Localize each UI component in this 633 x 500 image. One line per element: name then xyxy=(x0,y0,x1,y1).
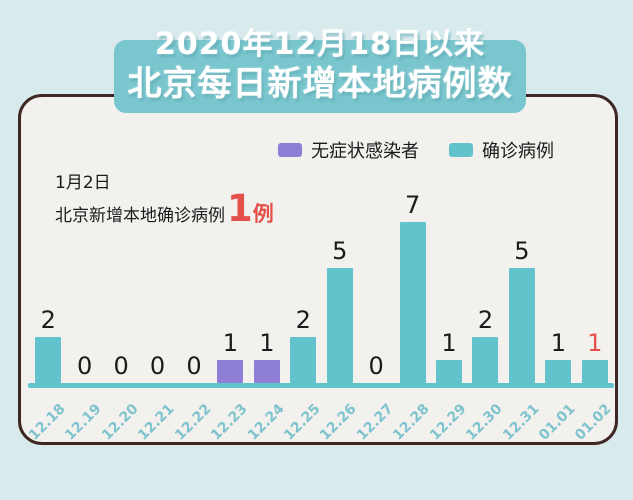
bar-column: 1 xyxy=(212,180,248,383)
bar-value-label: 7 xyxy=(404,191,421,219)
x-axis-line xyxy=(28,383,614,388)
x-tick-label: 01.02 xyxy=(572,401,616,444)
annotation-prefix: 北京新增本地确诊病例 xyxy=(55,206,225,226)
bar-value-label: 0 xyxy=(149,352,166,380)
legend-item-confirmed: 确诊病例 xyxy=(449,137,554,163)
annotation-date: 1月2日 xyxy=(55,173,111,193)
x-tick: 12.21 xyxy=(135,392,178,444)
x-tick: 01.02 xyxy=(572,392,615,444)
page-title: 2020年12月18日以来 北京每日新增本地病例数 xyxy=(114,27,526,113)
bar xyxy=(436,360,463,383)
x-tick-label: 12.24 xyxy=(244,401,288,444)
x-tick-label: 01.01 xyxy=(536,401,579,444)
x-tick: 12.30 xyxy=(463,392,506,444)
annotation: 1月2日 北京新增本地确诊病例 1 例 xyxy=(55,171,274,228)
x-tick: 12.20 xyxy=(99,392,142,444)
title-line-2: 北京每日新增本地病例数 xyxy=(127,64,513,104)
x-tick: 12.26 xyxy=(317,392,360,444)
x-tick-label: 12.29 xyxy=(426,401,470,444)
x-tick: 01.01 xyxy=(536,392,579,444)
bar-column: 0 xyxy=(139,180,175,383)
bar-value-label: 2 xyxy=(40,306,56,334)
bar xyxy=(508,268,535,383)
annotation-highlight-value: 1 xyxy=(227,187,253,230)
bar xyxy=(217,360,244,383)
bar xyxy=(472,337,499,383)
bar xyxy=(581,360,608,383)
bar-value-label: 0 xyxy=(113,352,129,380)
bar xyxy=(290,337,317,383)
bar xyxy=(399,222,426,383)
bar xyxy=(326,268,353,383)
legend-label-confirmed: 确诊病例 xyxy=(482,141,554,162)
bar xyxy=(35,337,62,383)
bar-column: 0 xyxy=(358,180,394,383)
bar-column: 1 xyxy=(540,180,576,383)
bar-value-label: 2 xyxy=(477,306,494,334)
x-tick-label: 12.20 xyxy=(98,401,142,444)
x-tick-label: 12.26 xyxy=(317,401,361,444)
bar-value-label: 5 xyxy=(332,237,348,265)
x-tick-label: 12.30 xyxy=(463,401,506,444)
x-tick-label: 12.21 xyxy=(135,401,178,444)
chart-legend: 无症状感染者 确诊病例 xyxy=(278,137,554,163)
x-tick-label: 12.18 xyxy=(25,401,69,444)
bar-value-label: 1 xyxy=(259,329,275,357)
title-line-1: 2020年12月18日以来 xyxy=(155,27,485,62)
bar-column: 5 xyxy=(504,180,540,383)
bar-value-label: 0 xyxy=(77,352,93,380)
legend-label-asymptomatic: 无症状感染者 xyxy=(311,141,419,162)
x-tick: 12.19 xyxy=(62,392,105,444)
x-tick: 12.25 xyxy=(281,392,324,444)
bar-value-label: 1 xyxy=(222,329,239,357)
bar-value-label: 1 xyxy=(550,329,566,357)
bar xyxy=(253,360,280,383)
annotation-detail: 北京新增本地确诊病例 1 例 xyxy=(55,187,274,230)
ticks-row: 12.18 12.19 12.20 12.21 12.22 12.23 12.24 12.25… xyxy=(26,392,615,444)
bar-value-label: 5 xyxy=(514,237,530,265)
x-tick-label: 12.28 xyxy=(390,401,433,444)
bar-column: 1 xyxy=(249,180,285,383)
x-tick: 12.22 xyxy=(172,392,215,444)
bar-column: 1 xyxy=(431,180,467,383)
x-tick-label: 12.22 xyxy=(171,401,215,444)
x-tick-label: 12.27 xyxy=(353,401,397,444)
x-tick-label: 12.25 xyxy=(280,401,324,444)
bar-value-label: 1 xyxy=(441,329,457,357)
bar-column: 2 xyxy=(30,180,66,383)
x-tick-label: 12.19 xyxy=(62,401,105,444)
bar-column: 7 xyxy=(394,180,430,383)
x-tick: 12.29 xyxy=(427,392,470,444)
bar-column: 2 xyxy=(467,180,503,383)
x-tick: 12.24 xyxy=(245,392,288,444)
x-tick: 12.28 xyxy=(390,392,433,444)
annotation-highlight-unit: 例 xyxy=(252,202,274,226)
bar-column: 5 xyxy=(322,180,358,383)
bar-column: 1 xyxy=(577,180,613,383)
bar-column: 0 xyxy=(103,180,139,383)
bar-value-label: 2 xyxy=(295,306,311,334)
bar-value-label: 0 xyxy=(368,352,384,380)
x-tick-label: 12.23 xyxy=(208,401,251,444)
bar-value-label: 0 xyxy=(186,352,202,380)
x-tick: 12.27 xyxy=(354,392,397,444)
bar-value-label: 1 xyxy=(587,329,603,357)
legend-swatch-asymptomatic xyxy=(278,143,302,157)
x-tick: 12.31 xyxy=(500,392,543,444)
bar-column: 0 xyxy=(176,180,212,383)
x-tick: 12.18 xyxy=(26,392,69,444)
x-tick: 12.23 xyxy=(208,392,251,444)
legend-item-asymptomatic: 无症状感染者 xyxy=(278,137,419,163)
bar xyxy=(545,360,572,383)
legend-swatch-confirmed xyxy=(449,143,473,157)
x-tick-label: 12.31 xyxy=(499,401,543,444)
bar-column: 2 xyxy=(285,180,321,383)
bar-column: 0 xyxy=(66,180,102,383)
